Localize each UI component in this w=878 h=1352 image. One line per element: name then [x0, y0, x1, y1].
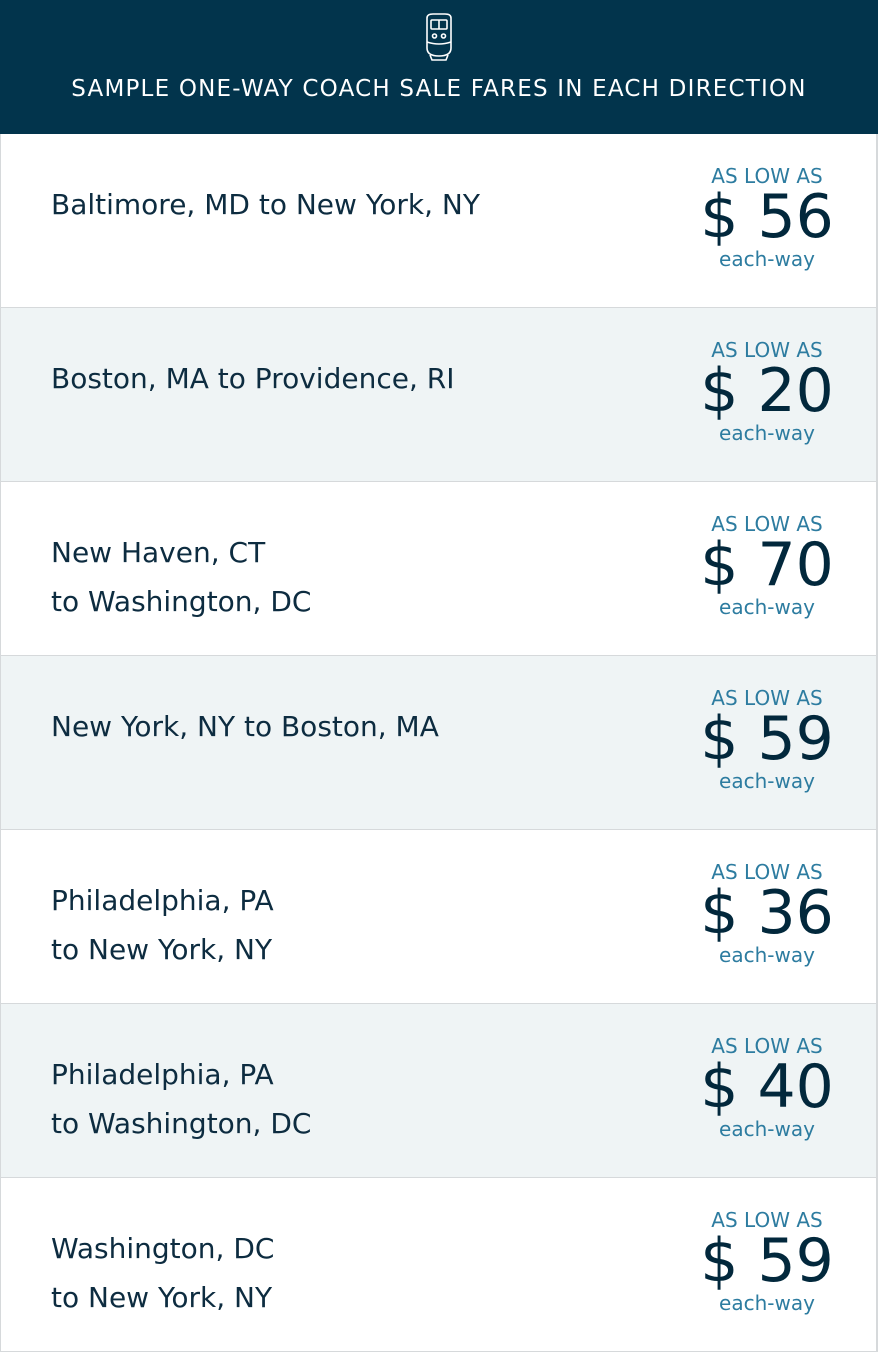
- price-prefix: AS LOW AS: [711, 1208, 823, 1232]
- price-prefix: AS LOW AS: [711, 338, 823, 362]
- fare-price: AS LOW AS $ 36 each-way: [681, 860, 853, 966]
- route-line: to New York, NY: [51, 933, 273, 966]
- price-amount: $ 59: [700, 1226, 834, 1296]
- fare-row: Boston, MA to Providence, RI AS LOW AS $…: [1, 308, 876, 482]
- fare-price: AS LOW AS $ 56 each-way: [681, 164, 853, 270]
- price-suffix: each-way: [719, 769, 815, 793]
- price-suffix: each-way: [719, 1117, 815, 1141]
- fare-row: Philadelphia, PA to New York, NY AS LOW A…: [1, 830, 876, 1004]
- route-label: Philadelphia, PA to Washington, DC: [51, 1050, 311, 1148]
- route-label: Philadelphia, PA to New York, NY: [51, 876, 274, 974]
- price-suffix: each-way: [719, 943, 815, 967]
- train-icon: [426, 13, 452, 61]
- fare-price: AS LOW AS $ 70 each-way: [681, 512, 853, 618]
- route-line: to New York, NY: [51, 1281, 273, 1314]
- price-amount: $ 20: [700, 356, 834, 426]
- price-suffix: each-way: [719, 1291, 815, 1315]
- fare-row: New Haven, CT to Washington, DC AS LOW AS…: [1, 482, 876, 656]
- route-label: Washington, DC to New York, NY: [51, 1224, 274, 1322]
- fare-price: AS LOW AS $ 20 each-way: [681, 338, 853, 444]
- route-label: Baltimore, MD to New York, NY: [51, 180, 480, 229]
- fares-table: Baltimore, MD to New York, NY AS LOW AS …: [0, 134, 878, 1352]
- price-amount: $ 56: [700, 182, 834, 252]
- price-suffix: each-way: [719, 421, 815, 445]
- route-line: Baltimore, MD to New York, NY: [51, 188, 480, 221]
- route-label: New Haven, CT to Washington, DC: [51, 528, 311, 626]
- price-prefix: AS LOW AS: [711, 512, 823, 536]
- fare-row: Baltimore, MD to New York, NY AS LOW AS …: [1, 134, 876, 308]
- fare-price: AS LOW AS $ 40 each-way: [681, 1034, 853, 1140]
- route-line: New Haven, CT: [51, 536, 266, 569]
- route-line: Philadelphia, PA: [51, 884, 274, 917]
- route-label: Boston, MA to Providence, RI: [51, 354, 454, 403]
- price-prefix: AS LOW AS: [711, 686, 823, 710]
- price-prefix: AS LOW AS: [711, 1034, 823, 1058]
- fare-row: New York, NY to Boston, MA AS LOW AS $ 5…: [1, 656, 876, 830]
- route-line: Boston, MA to Providence, RI: [51, 362, 455, 395]
- price-amount: $ 70: [700, 530, 834, 600]
- price-amount: $ 59: [700, 704, 834, 774]
- price-amount: $ 40: [700, 1052, 834, 1122]
- page-title: SAMPLE ONE-WAY COACH SALE FARES IN EACH …: [71, 76, 807, 102]
- price-suffix: each-way: [719, 595, 815, 619]
- fare-row: Philadelphia, PA to Washington, DC AS LOW…: [1, 1004, 876, 1178]
- fares-header: SAMPLE ONE-WAY COACH SALE FARES IN EACH …: [0, 0, 878, 134]
- fare-price: AS LOW AS $ 59 each-way: [681, 686, 853, 792]
- fare-row: Washington, DC to New York, NY AS LOW AS …: [1, 1178, 876, 1352]
- price-suffix: each-way: [719, 247, 815, 271]
- price-amount: $ 36: [700, 878, 834, 948]
- route-line: to Washington, DC: [51, 1107, 312, 1140]
- price-prefix: AS LOW AS: [711, 164, 823, 188]
- route-line: Washington, DC: [51, 1232, 275, 1265]
- route-line: Philadelphia, PA: [51, 1058, 274, 1091]
- price-prefix: AS LOW AS: [711, 860, 823, 884]
- fare-price: AS LOW AS $ 59 each-way: [681, 1208, 853, 1314]
- route-line: New York, NY to Boston, MA: [51, 710, 439, 743]
- route-line: to Washington, DC: [51, 585, 312, 618]
- route-label: New York, NY to Boston, MA: [51, 702, 439, 751]
